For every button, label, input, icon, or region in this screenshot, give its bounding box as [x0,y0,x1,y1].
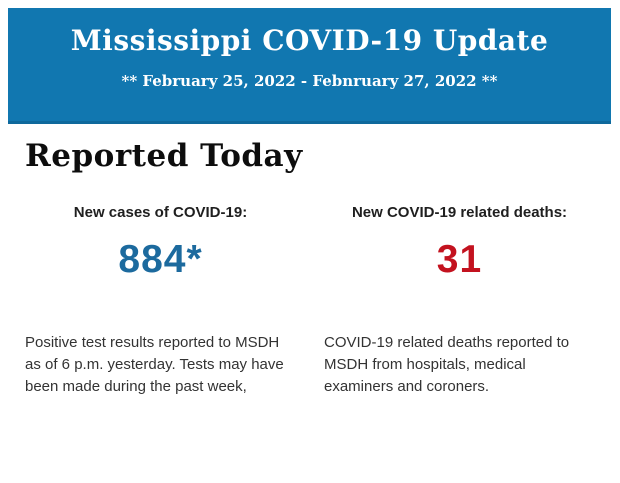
stats-grid: New cases of COVID-19: 884* Positive tes… [25,204,595,398]
new-deaths-description: COVID-19 related deaths reported to MSDH… [324,334,570,395]
header-banner: Mississippi COVID-19 Update ** February … [8,8,611,124]
main-content: Reported Today New cases of COVID-19: 88… [0,138,620,398]
section-heading: Reported Today [25,138,303,174]
stat-new-deaths: New COVID-19 related deaths: 31 COVID-19… [324,204,595,398]
new-deaths-label: New COVID-19 related deaths: [351,204,568,221]
date-range: ** February 25, 2022 - Febnruary 27, 202… [121,72,498,90]
stat-new-cases: New cases of COVID-19: 884* Positive tes… [25,204,296,398]
new-cases-description: Positive test results reported to MSDH a… [25,334,284,395]
new-deaths-value: 31 [436,238,483,281]
new-cases-label: New cases of COVID-19: [73,204,248,221]
new-cases-value: 884* [118,238,203,281]
page-title: Mississippi COVID-19 Update [70,24,549,57]
